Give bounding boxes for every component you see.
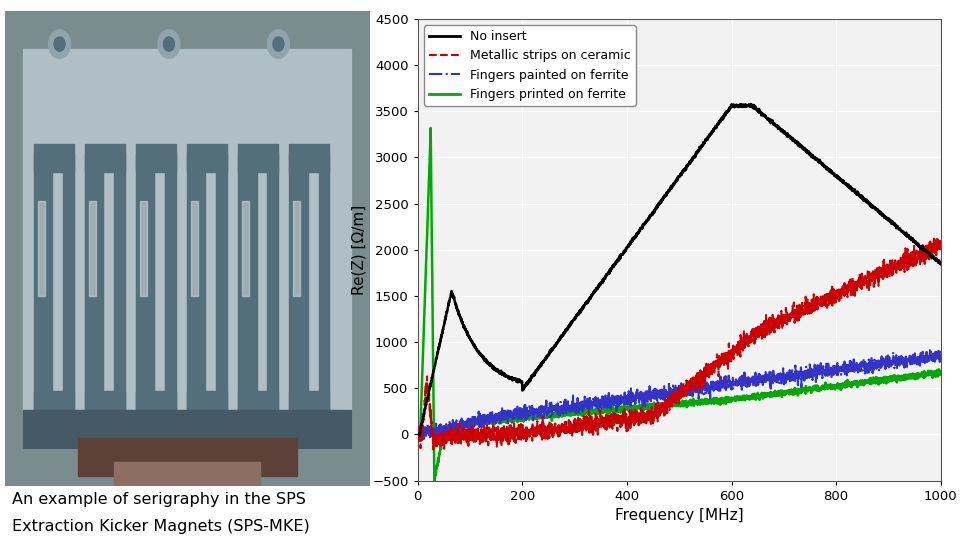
Bar bbox=[238, 153, 256, 415]
Circle shape bbox=[273, 37, 284, 51]
Circle shape bbox=[54, 37, 65, 51]
Bar bbox=[88, 201, 96, 296]
Text: Extraction Kicker Magnets (SPS-MKE): Extraction Kicker Magnets (SPS-MKE) bbox=[12, 519, 310, 534]
Bar bbox=[34, 144, 74, 172]
Bar bbox=[319, 153, 329, 415]
Bar bbox=[238, 391, 278, 420]
Bar bbox=[23, 49, 351, 448]
Bar bbox=[85, 144, 125, 172]
Bar bbox=[136, 153, 155, 415]
Bar bbox=[289, 391, 329, 420]
Bar bbox=[37, 201, 45, 296]
Bar bbox=[216, 153, 228, 415]
Bar bbox=[34, 391, 74, 420]
Bar bbox=[34, 153, 52, 415]
Bar bbox=[136, 144, 177, 172]
Bar bbox=[238, 144, 278, 172]
Bar bbox=[191, 201, 198, 296]
Bar bbox=[187, 153, 205, 415]
Circle shape bbox=[163, 37, 175, 51]
Y-axis label: Re(Z) [Ω/m]: Re(Z) [Ω/m] bbox=[351, 205, 367, 295]
Bar bbox=[187, 391, 228, 420]
Bar bbox=[114, 462, 260, 486]
Bar bbox=[293, 201, 300, 296]
X-axis label: Frequency [MHz]: Frequency [MHz] bbox=[615, 508, 743, 523]
Bar bbox=[289, 144, 329, 172]
Bar bbox=[165, 153, 177, 415]
Circle shape bbox=[158, 30, 180, 58]
Bar bbox=[187, 144, 228, 172]
Legend: No insert, Metallic strips on ceramic, Fingers painted on ferrite, Fingers print: No insert, Metallic strips on ceramic, F… bbox=[424, 25, 636, 106]
Bar bbox=[140, 201, 147, 296]
Bar bbox=[23, 410, 351, 448]
Bar bbox=[268, 153, 278, 415]
Text: Lab measurements of beam impedance. Wire #11: Lab measurements of beam impedance. Wire… bbox=[8, 10, 864, 39]
Bar bbox=[63, 153, 74, 415]
Bar bbox=[242, 201, 250, 296]
Bar bbox=[78, 438, 297, 476]
Bar bbox=[289, 153, 307, 415]
Circle shape bbox=[49, 30, 70, 58]
Bar bbox=[85, 391, 125, 420]
Bar bbox=[136, 391, 177, 420]
Circle shape bbox=[268, 30, 289, 58]
Bar bbox=[85, 153, 104, 415]
Bar bbox=[114, 153, 125, 415]
Text: An example of serigraphy in the SPS: An example of serigraphy in the SPS bbox=[12, 492, 306, 508]
